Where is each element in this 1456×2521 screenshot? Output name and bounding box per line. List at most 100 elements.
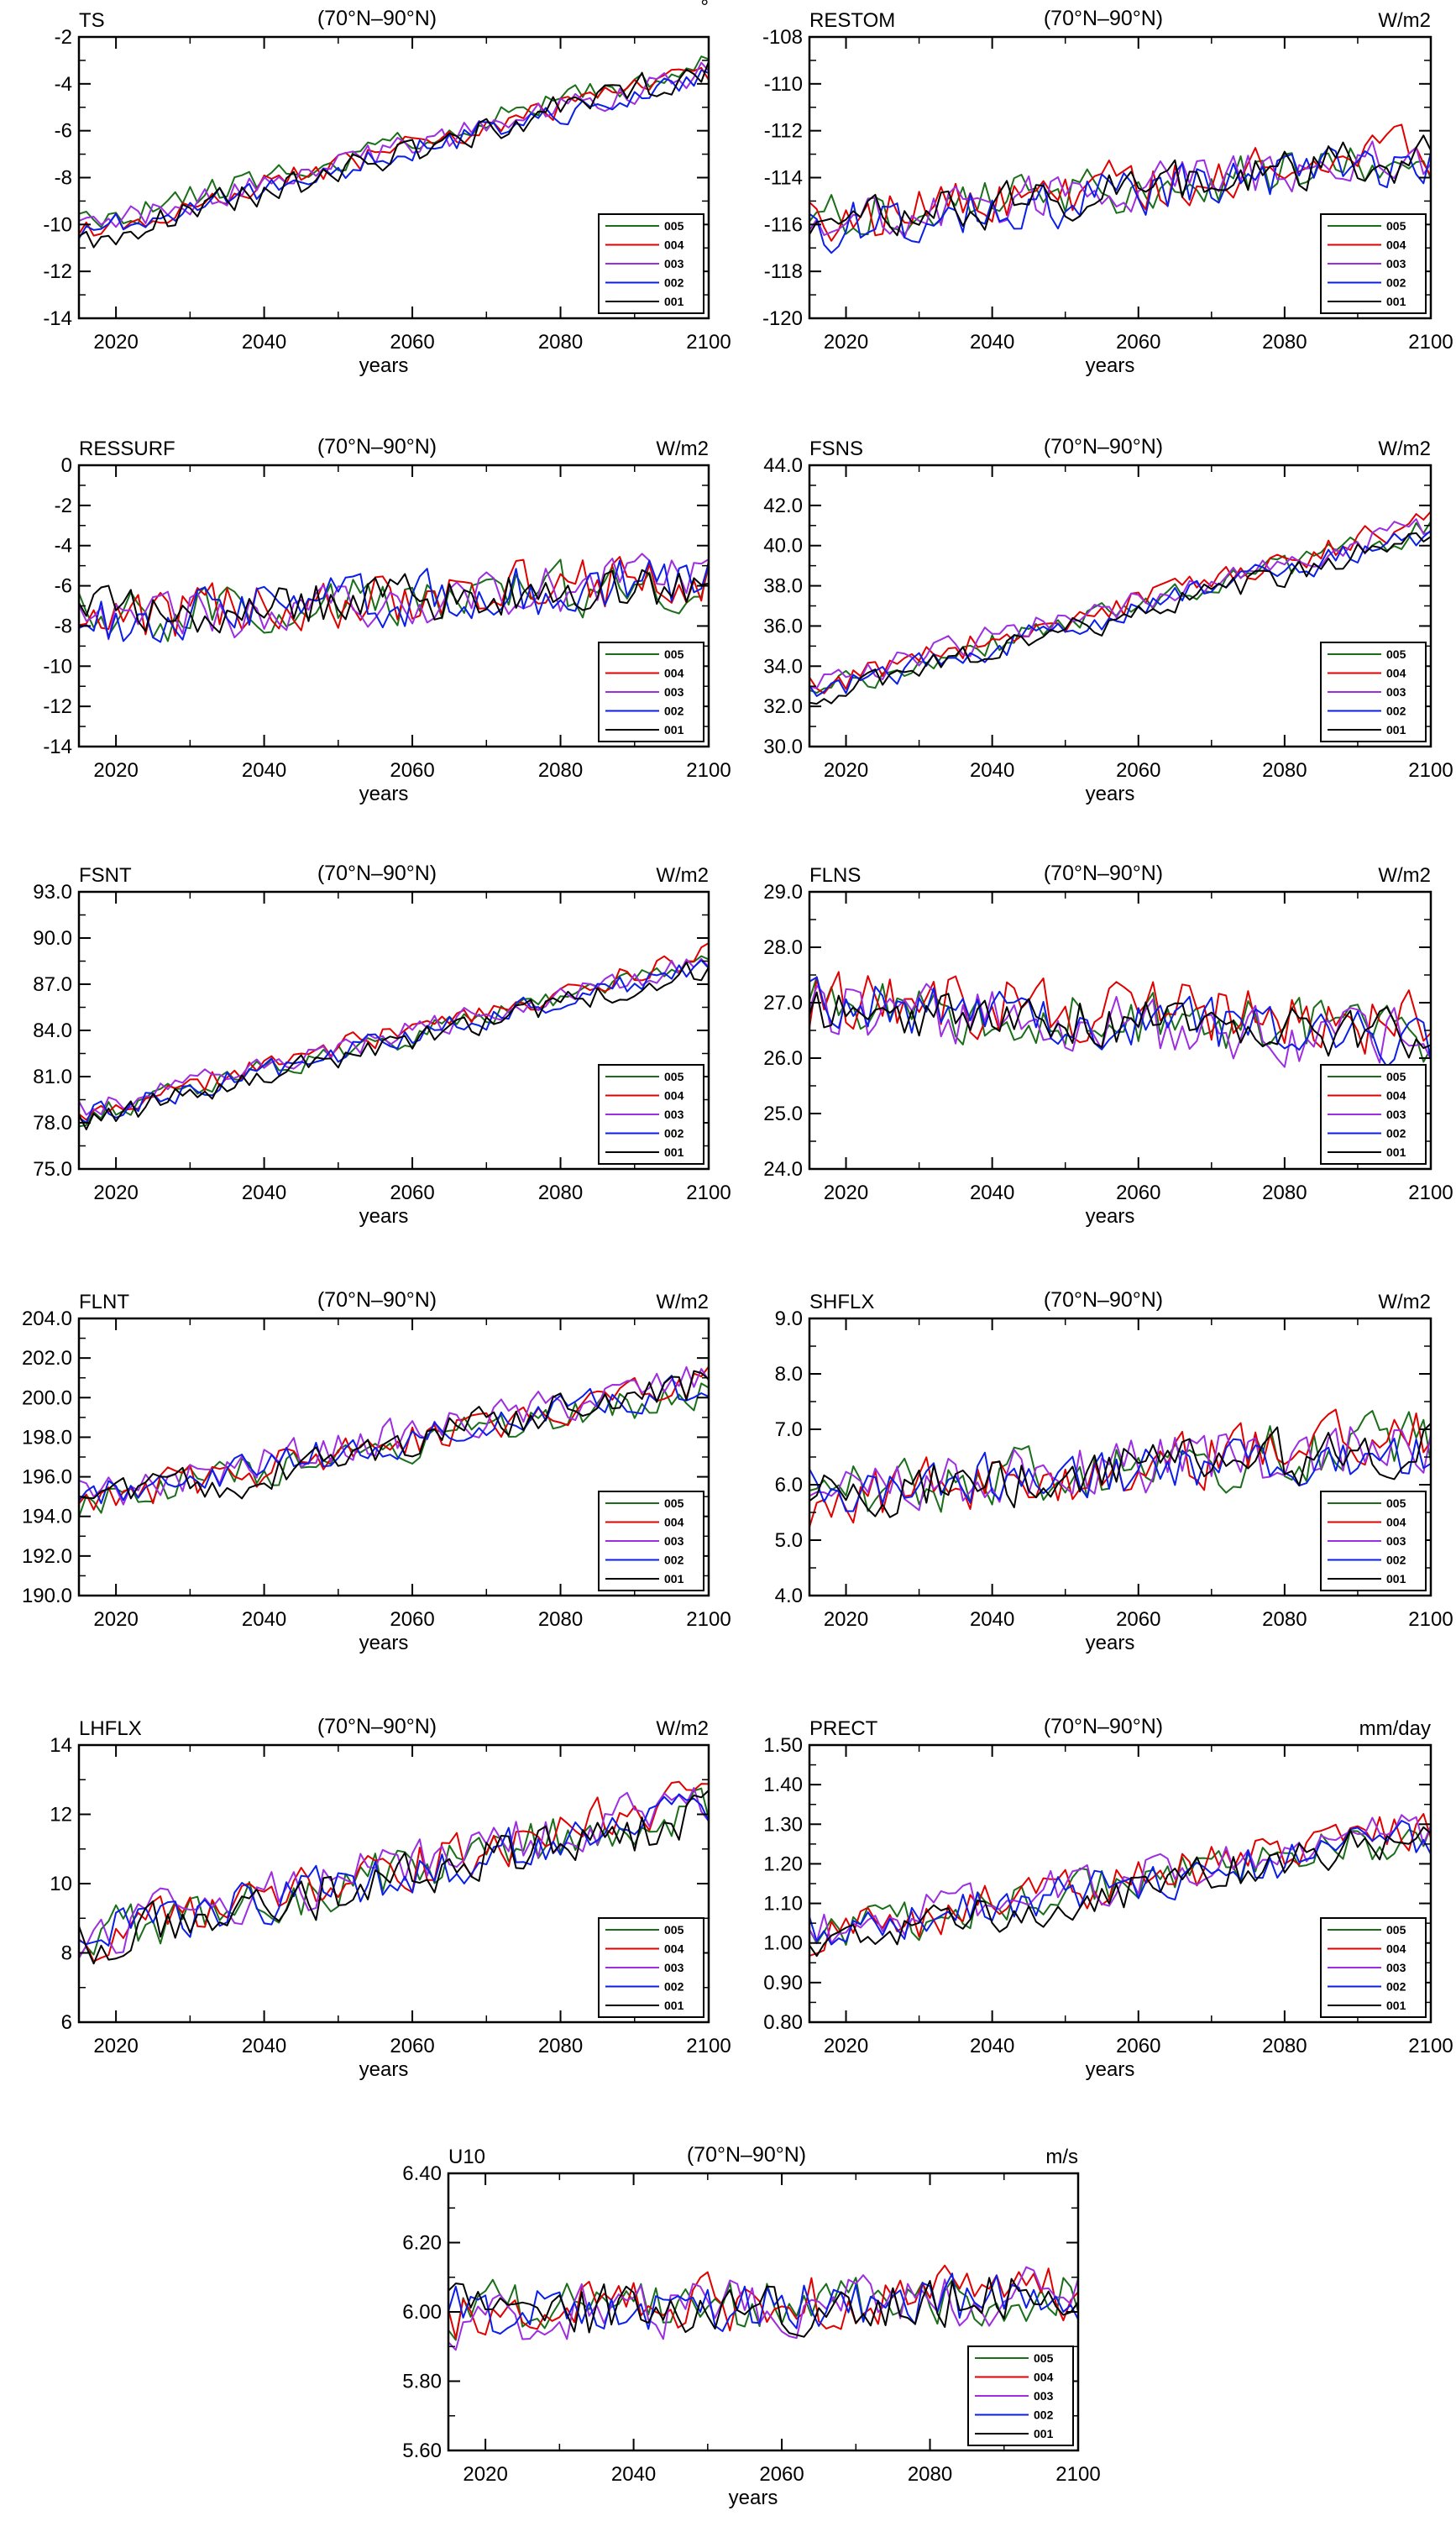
x-tick-label: 2080 (1262, 759, 1307, 782)
series-line-001 (809, 991, 1432, 1059)
panel-u10: 2020 2040 2060 2080 2100 5.60 5.80 6.00 6.20 6.40… (402, 2143, 1100, 2509)
series-line-001 (78, 1370, 710, 1500)
y-tick-label: -4 (55, 73, 72, 96)
y-tick-label: 12 (50, 1804, 72, 1827)
panel-units-label: m/s (1045, 2146, 1078, 2168)
x-tick-label: 2080 (538, 331, 583, 354)
panel-fsns: 2020 2040 2060 2080 2100 30.0 32.0 34.0 36.0 38.0… (763, 435, 1453, 805)
y-tick-label: -112 (764, 120, 803, 143)
series-line-003 (78, 553, 710, 641)
x-axis-label: years (359, 2058, 409, 2081)
y-tick-label: -114 (764, 167, 803, 190)
legend-label-005: 005 (1386, 647, 1406, 661)
series-line-001 (809, 532, 1432, 705)
x-tick-label: 2060 (390, 1608, 434, 1631)
x-tick-label: 2100 (686, 331, 731, 354)
y-tick-label: 28.0 (763, 936, 803, 959)
legend-label-001: 001 (1034, 2427, 1054, 2440)
legend-label-005: 005 (1386, 1496, 1406, 1510)
legend-label-003: 003 (664, 1108, 684, 1121)
legend: 005 004 003 002 001 (967, 2345, 1074, 2446)
panel-title: RESSURF (79, 438, 175, 460)
y-tick-label: 78.0 (33, 1112, 72, 1135)
panel-title: TS (79, 9, 105, 32)
series-line-001 (78, 961, 710, 1130)
panel-title: FLNS (809, 864, 861, 887)
series-line-005 (809, 976, 1432, 1063)
legend-label-001: 001 (664, 1572, 684, 1585)
panel-units-label: W/m2 (1378, 438, 1431, 460)
series-line-001 (78, 1790, 710, 1965)
series-line-003 (78, 1787, 710, 1959)
x-tick-label: 2060 (1116, 331, 1160, 354)
panel-units-label: W/m2 (656, 1717, 709, 1740)
legend: 005 004 003 002 001 (1320, 1917, 1427, 2018)
legend-label-002: 002 (1386, 1554, 1406, 1567)
legend-label-004: 004 (664, 1089, 684, 1103)
y-tick-label: 5.60 (402, 2440, 442, 2462)
y-tick-label: -6 (55, 120, 72, 143)
x-tick-label: 2100 (686, 1182, 731, 1204)
panel-region-label: (70°N–90°N) (1044, 862, 1163, 885)
panel-title: RESTOM (809, 9, 895, 32)
series-line-001 (448, 2277, 1079, 2338)
x-tick-label: 2080 (538, 1608, 583, 1631)
y-tick-label: 24.0 (763, 1158, 803, 1181)
x-tick-label: 2080 (1262, 1182, 1307, 1204)
legend-label-004: 004 (664, 1516, 684, 1529)
legend-label-003: 003 (1386, 1108, 1406, 1121)
panel-title: SHFLX (809, 1291, 874, 1313)
x-axis-label: years (359, 354, 409, 377)
series-line-002 (809, 529, 1432, 697)
panel-units-label: W/m2 (1378, 9, 1431, 32)
panel-ts: 2020 2040 2060 2080 2100 -14 -12 -10 -8 -6 -4 -2 TS (… (43, 0, 731, 377)
x-tick-label: 2040 (242, 1608, 286, 1631)
y-tick-label: 194.0 (22, 1506, 72, 1528)
x-tick-label: 2020 (824, 1608, 868, 1631)
x-axis-label: years (359, 1632, 409, 1654)
legend-label-005: 005 (1386, 1923, 1406, 1937)
legend-label-005: 005 (664, 219, 684, 233)
legend-label-002: 002 (1386, 276, 1406, 290)
y-tick-label: 1.40 (763, 1774, 803, 1796)
x-tick-label: 2100 (1408, 759, 1453, 782)
x-tick-label: 2020 (93, 331, 138, 354)
x-axis-label: years (359, 1205, 409, 1228)
x-tick-label: 2020 (824, 2035, 868, 2057)
x-tick-label: 2100 (686, 2035, 731, 2057)
y-tick-label: 30.0 (763, 736, 803, 758)
series-line-003 (809, 140, 1432, 239)
x-tick-label: 2060 (1116, 1608, 1160, 1631)
legend-label-003: 003 (1386, 685, 1406, 699)
y-tick-label: -10 (43, 655, 72, 678)
legend-label-005: 005 (664, 1070, 684, 1083)
panel-ressurf: 2020 2040 2060 2080 2100 -14 -12 -10 -8 -6 -4 -2 0 RE… (43, 435, 731, 805)
series-line-003 (78, 61, 710, 228)
y-tick-label: 192.0 (22, 1545, 72, 1568)
series-line-001 (809, 1826, 1432, 1958)
legend-label-001: 001 (1386, 1999, 1406, 2012)
panel-region-label: (70°N–90°N) (1044, 435, 1163, 459)
series-line-002 (78, 69, 710, 239)
legend-label-001: 001 (664, 1999, 684, 2012)
panel-units-label: W/m2 (656, 1291, 709, 1313)
x-axis-label: years (1086, 2058, 1135, 2081)
panel-title: PRECT (809, 1717, 878, 1740)
x-tick-label: 2040 (970, 331, 1014, 354)
legend-label-003: 003 (1386, 1961, 1406, 1974)
panel-region-label: (70°N–90°N) (1044, 7, 1163, 30)
series-line-004 (809, 1812, 1432, 1957)
x-tick-label: 2060 (1116, 2035, 1160, 2057)
y-tick-label: -118 (764, 260, 803, 283)
x-tick-label: 2020 (93, 1608, 138, 1631)
x-tick-label: 2020 (93, 1182, 138, 1204)
series-line-004 (809, 971, 1432, 1055)
y-tick-label: 10 (50, 1873, 72, 1895)
x-tick-label: 2080 (538, 1182, 583, 1204)
series-line-002 (78, 1375, 710, 1505)
series-line-002 (78, 559, 710, 643)
x-axis-label: years (1086, 1632, 1135, 1654)
x-tick-label: 2040 (970, 759, 1014, 782)
series-line-004 (78, 556, 710, 637)
panel-region-label: (70°N–90°N) (1044, 1288, 1163, 1312)
